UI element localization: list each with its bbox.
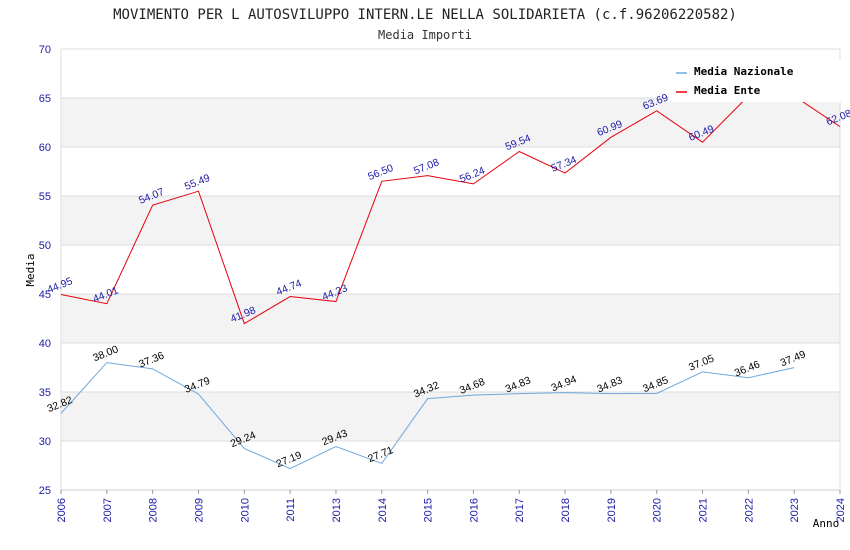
x-axis-ticks: 2006 2007 2008 2009 2010 2011 2013 2014 2015 2016… bbox=[56, 490, 847, 522]
chart-subtitle: Media Importi bbox=[378, 28, 472, 42]
x-axis-label: Anno bbox=[813, 517, 840, 530]
x-tick-label: 2014 bbox=[377, 498, 389, 522]
x-tick-label: 2013 bbox=[331, 498, 343, 522]
x-tick-label: 2023 bbox=[789, 498, 801, 522]
legend: Media Nazionale Media Ente bbox=[668, 60, 844, 102]
y-axis-ticks: 25 30 35 40 45 50 55 60 65 70 bbox=[39, 44, 51, 497]
y-tick-label: 25 bbox=[39, 485, 51, 497]
x-tick-label: 2018 bbox=[560, 498, 572, 522]
data-label-media-nazionale: 34.94 bbox=[550, 373, 579, 394]
chart-title: MOVIMENTO PER L AUTOSVILUPPO INTERN.LE N… bbox=[113, 7, 737, 23]
axes bbox=[60, 49, 841, 491]
x-tick-label: 2021 bbox=[698, 498, 710, 522]
data-label-media-nazionale: 37.36 bbox=[137, 350, 166, 371]
data-label-media-nazionale: 27.19 bbox=[275, 449, 304, 470]
data-label-media-ente: 44.95 bbox=[45, 275, 74, 296]
x-tick-label: 2008 bbox=[148, 498, 160, 522]
y-tick-label: 30 bbox=[39, 436, 51, 448]
legend-background bbox=[668, 60, 844, 102]
y-tick-label: 70 bbox=[39, 44, 51, 56]
gridlines bbox=[61, 48, 840, 491]
data-label-media-ente: 57.34 bbox=[550, 154, 579, 175]
y-tick-label: 35 bbox=[39, 387, 51, 399]
y-tick-label: 60 bbox=[39, 142, 51, 154]
x-tick-label: 2024 bbox=[835, 498, 847, 522]
y-tick-label: 50 bbox=[39, 240, 51, 252]
y-tick-label: 40 bbox=[39, 338, 51, 350]
legend-label-nazionale: Media Nazionale bbox=[694, 65, 794, 78]
data-label-media-ente: 57.08 bbox=[412, 156, 441, 177]
x-tick-label: 2009 bbox=[193, 498, 205, 522]
x-tick-label: 2017 bbox=[514, 498, 526, 522]
x-tick-label: 2006 bbox=[56, 498, 68, 522]
grid-band bbox=[61, 392, 840, 441]
series-line-media-ente bbox=[60, 95, 841, 325]
data-label-media-nazionale: 38.00 bbox=[91, 343, 120, 364]
y-tick-label: 65 bbox=[39, 93, 51, 105]
x-tick-label: 2016 bbox=[468, 498, 480, 522]
x-tick-label: 2019 bbox=[606, 498, 618, 522]
grid-band bbox=[61, 98, 840, 147]
x-tick-label: 2022 bbox=[743, 498, 755, 522]
y-tick-label: 55 bbox=[39, 191, 51, 203]
data-label-media-nazionale: 27.71 bbox=[366, 444, 395, 465]
y-tick-label: 45 bbox=[39, 289, 51, 301]
x-tick-label: 2010 bbox=[239, 498, 251, 522]
legend-label-ente: Media Ente bbox=[694, 84, 761, 97]
grid-band bbox=[61, 294, 840, 343]
data-label-media-nazionale: 37.49 bbox=[779, 348, 808, 369]
data-label-media-ente: 56.24 bbox=[458, 165, 487, 186]
x-tick-label: 2007 bbox=[102, 498, 114, 522]
data-label-media-ente: 55.49 bbox=[183, 172, 212, 193]
grid-band bbox=[61, 196, 840, 245]
plot-bands bbox=[61, 98, 840, 441]
series-line-media-nazionale bbox=[60, 362, 795, 470]
x-tick-label: 2011 bbox=[285, 498, 297, 522]
x-tick-label: 2015 bbox=[423, 498, 435, 522]
y-axis-label: Media bbox=[24, 253, 37, 286]
x-tick-label: 2020 bbox=[652, 498, 664, 522]
data-label-media-nazionale: 37.05 bbox=[687, 353, 716, 374]
data-label-media-nazionale: 36.46 bbox=[733, 358, 762, 379]
